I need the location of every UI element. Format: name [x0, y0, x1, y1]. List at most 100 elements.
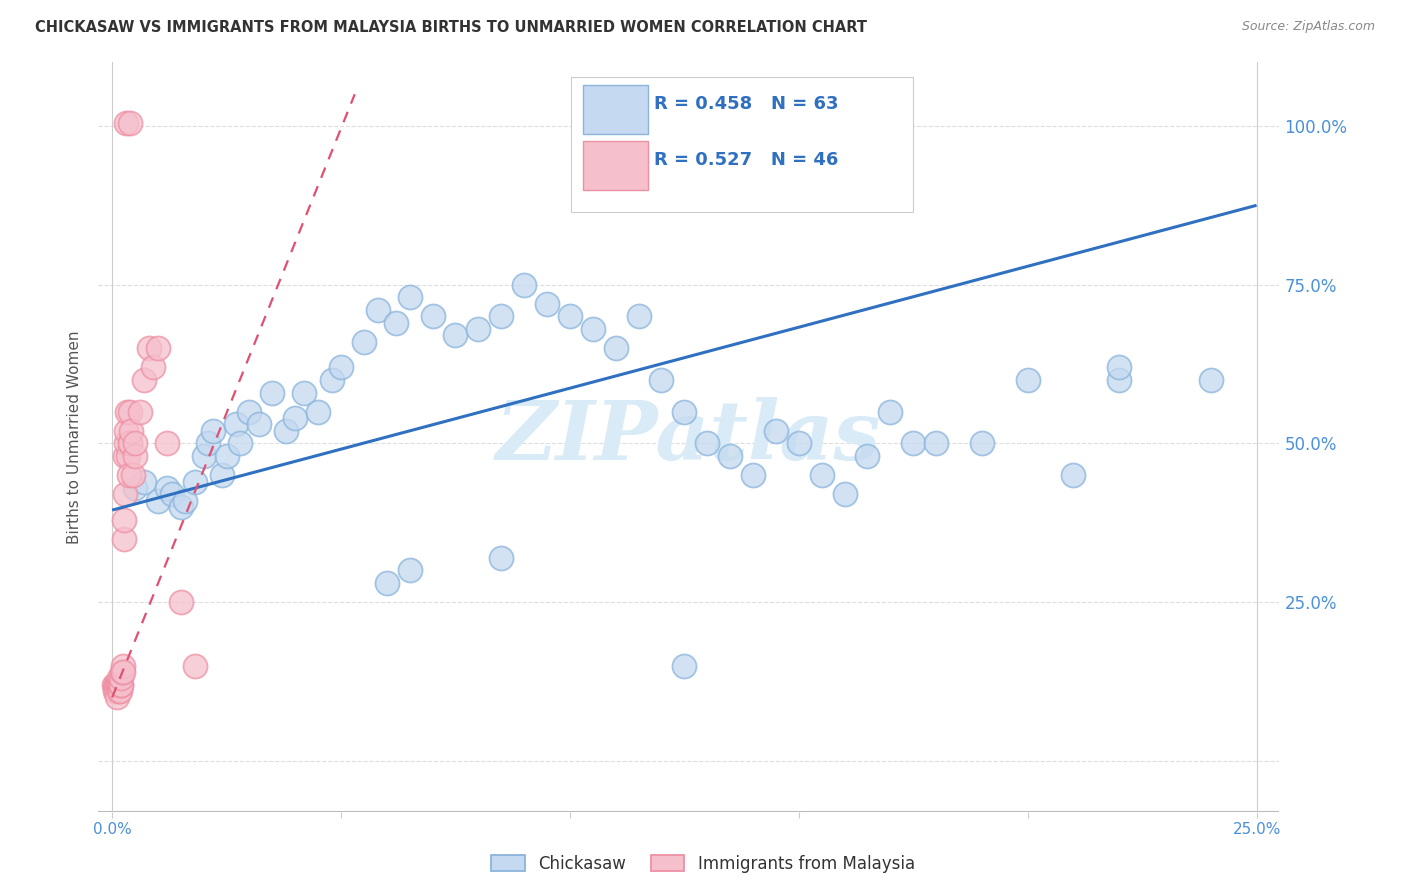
Point [115, 424, 138, 438]
Point [582, 322, 605, 336]
Point [201, 424, 224, 438]
Point [444, 328, 467, 343]
Point [903, 436, 925, 450]
Point [229, 436, 252, 450]
FancyBboxPatch shape [582, 85, 648, 134]
Point [718, 116, 741, 130]
Point [834, 487, 856, 501]
Point [121, 468, 143, 483]
Point [105, 690, 128, 705]
Point [111, 658, 134, 673]
Point [183, 475, 205, 489]
Point [467, 322, 489, 336]
Point [105, 678, 128, 692]
Point [142, 360, 165, 375]
Legend: Chickasaw, Immigrants from Malaysia: Chickasaw, Immigrants from Malaysia [485, 848, 921, 880]
Point [650, 373, 672, 387]
Point [117, 468, 139, 483]
Point [238, 405, 260, 419]
Point [353, 334, 375, 349]
Point [856, 449, 879, 463]
Point [170, 595, 193, 609]
Point [107, 678, 129, 692]
Y-axis label: Births to Unmarried Women: Births to Unmarried Women [67, 330, 83, 544]
Point [367, 303, 389, 318]
Point [193, 449, 215, 463]
Point [294, 385, 316, 400]
Point [247, 417, 270, 432]
Point [197, 436, 219, 450]
Text: Source: ZipAtlas.com: Source: ZipAtlas.com [1241, 20, 1375, 33]
Point [385, 316, 408, 330]
Point [146, 493, 169, 508]
Point [110, 672, 132, 686]
Point [1017, 373, 1039, 387]
Point [742, 468, 765, 483]
Point [108, 672, 131, 686]
Point [108, 678, 131, 692]
Point [112, 665, 135, 679]
Point [107, 684, 129, 698]
Point [115, 405, 138, 419]
Point [120, 436, 142, 450]
Point [110, 684, 132, 698]
Point [1199, 373, 1222, 387]
Point [215, 449, 238, 463]
Point [284, 411, 307, 425]
Point [117, 449, 139, 463]
Point [170, 500, 193, 514]
Point [673, 658, 696, 673]
Point [115, 116, 138, 130]
Text: CHICKASAW VS IMMIGRANTS FROM MALAYSIA BIRTHS TO UNMARRIED WOMEN CORRELATION CHAR: CHICKASAW VS IMMIGRANTS FROM MALAYSIA BI… [35, 20, 868, 35]
Point [787, 436, 810, 450]
Point [262, 385, 284, 400]
Point [124, 481, 146, 495]
Point [156, 481, 179, 495]
Text: R = 0.527   N = 46: R = 0.527 N = 46 [654, 151, 838, 169]
Point [627, 310, 650, 324]
Point [120, 116, 142, 130]
FancyBboxPatch shape [582, 141, 648, 190]
Point [605, 341, 627, 355]
Point [104, 678, 127, 692]
Point [115, 436, 138, 450]
Point [696, 116, 718, 130]
Point [120, 424, 142, 438]
Point [398, 563, 420, 577]
Point [146, 341, 169, 355]
Point [110, 678, 132, 692]
Point [211, 468, 233, 483]
Point [108, 678, 131, 692]
Point [970, 436, 993, 450]
Point [104, 684, 127, 698]
Point [673, 405, 696, 419]
Text: ZIPatlas: ZIPatlas [496, 397, 882, 477]
Point [112, 532, 135, 546]
Point [124, 449, 146, 463]
Point [134, 475, 156, 489]
Point [810, 468, 832, 483]
Point [104, 678, 127, 692]
Point [422, 310, 444, 324]
Point [879, 405, 901, 419]
Point [124, 436, 146, 450]
Point [225, 417, 247, 432]
Point [174, 493, 197, 508]
Point [103, 678, 125, 692]
Point [398, 290, 420, 304]
Text: R = 0.458   N = 63: R = 0.458 N = 63 [654, 95, 838, 112]
Point [307, 405, 329, 419]
Point [765, 424, 787, 438]
Point [134, 373, 156, 387]
Point [105, 684, 128, 698]
Point [114, 449, 136, 463]
Point [718, 449, 741, 463]
Point [536, 297, 558, 311]
Point [274, 424, 297, 438]
Point [696, 436, 718, 450]
Point [183, 658, 205, 673]
Point [375, 576, 398, 591]
Point [1062, 468, 1084, 483]
Point [110, 678, 132, 692]
Point [160, 487, 183, 501]
